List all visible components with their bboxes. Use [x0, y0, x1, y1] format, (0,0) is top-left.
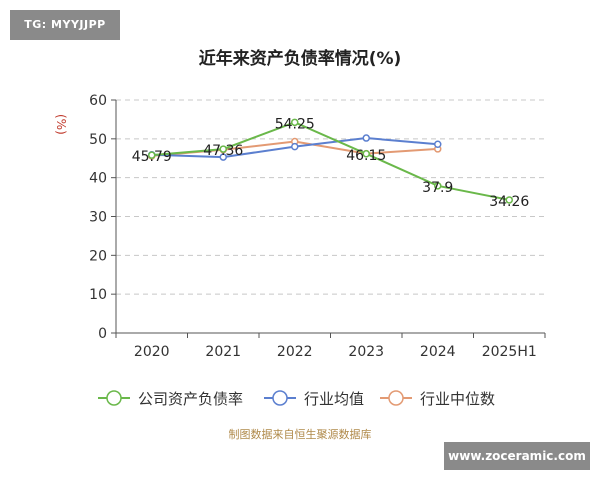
website-watermark: www.zoceramic.com — [444, 442, 590, 470]
y-tick-label: 20 — [89, 248, 107, 264]
y-tick-label: 50 — [89, 132, 107, 148]
legend-label: 公司资产负债率 — [138, 390, 243, 408]
legend-label: 行业均值 — [304, 390, 364, 408]
data-point — [291, 142, 299, 151]
y-tick-label: 0 — [98, 326, 107, 342]
y-tick-label: 60 — [89, 93, 107, 109]
x-tick-label: 2024 — [420, 344, 456, 360]
legend-marker — [106, 390, 122, 406]
x-tick-label: 2022 — [277, 344, 313, 360]
data-label: 47.36 — [203, 143, 243, 159]
data-point — [434, 182, 442, 190]
data-source-note: 制图数据来自恒生聚源数据库 — [228, 428, 372, 441]
x-tick-label: 2025H1 — [482, 344, 537, 360]
y-tick-label: 10 — [89, 287, 107, 303]
data-point — [148, 151, 156, 159]
y-tick-label: 30 — [89, 210, 107, 226]
series-line — [151, 121, 510, 201]
x-tick-label: 2021 — [205, 344, 241, 360]
y-tick-label: 40 — [89, 171, 107, 187]
data-label: 46.15 — [346, 148, 386, 164]
data-label: 34.26 — [489, 194, 529, 210]
data-label: 54.25 — [275, 116, 315, 132]
data-label: 37.9 — [422, 180, 453, 196]
data-point — [434, 140, 442, 149]
data-point — [362, 150, 370, 158]
data-point — [505, 196, 513, 204]
data-label: 45.79 — [132, 149, 172, 165]
chart-title: 近年来资产负债率情况(%) — [198, 49, 402, 69]
data-point — [291, 118, 299, 127]
data-point — [219, 153, 227, 161]
legend-marker — [272, 390, 288, 406]
legend-marker — [388, 390, 404, 406]
data-point — [219, 145, 227, 153]
x-tick-label: 2020 — [134, 344, 170, 360]
x-tick-label: 2023 — [348, 344, 384, 360]
brand-badge: TG: MYYJJPP — [10, 10, 120, 40]
data-point — [362, 134, 370, 142]
legend-label: 行业中位数 — [420, 390, 495, 408]
